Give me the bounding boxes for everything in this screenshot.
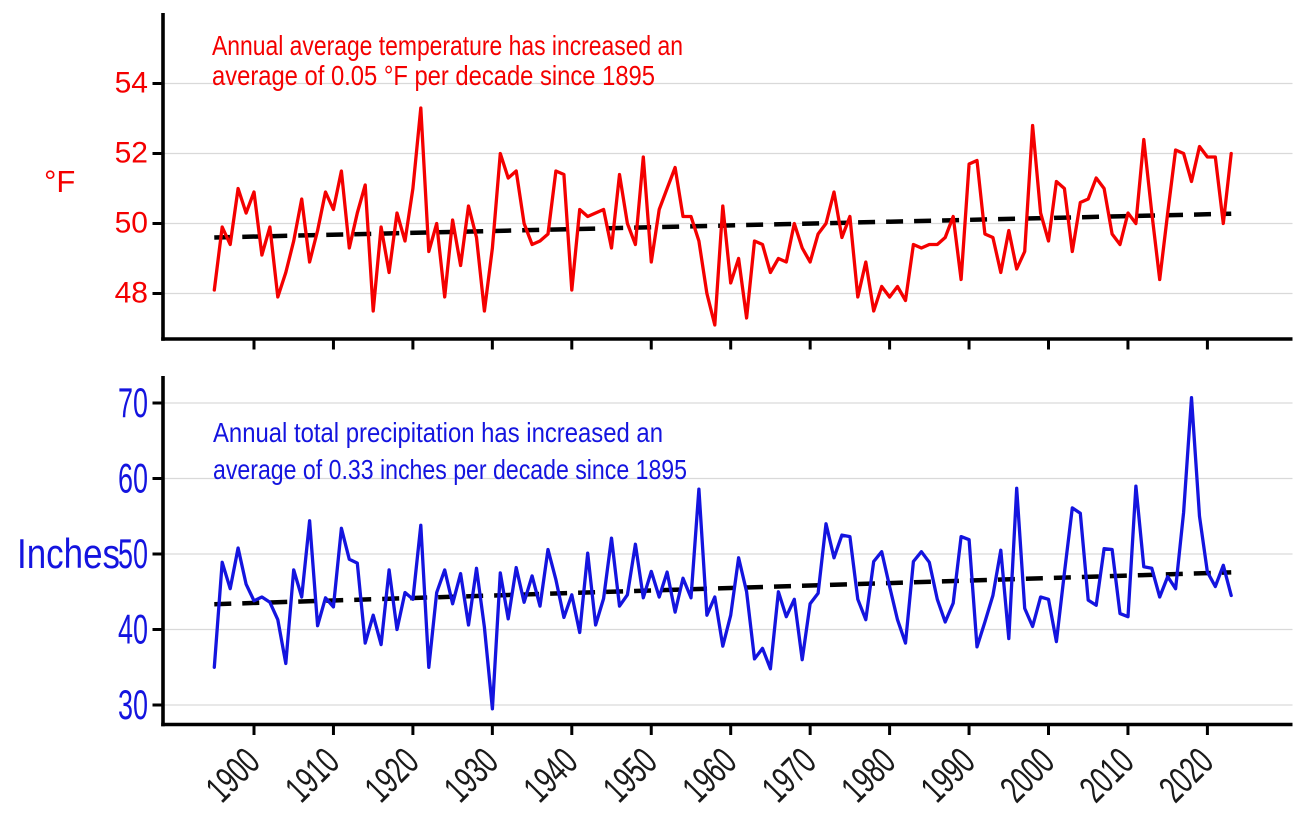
x-tick-label: 1940 [516,741,586,811]
x-tick-label: 1950 [596,741,666,811]
y-tick-label: 60 [118,455,148,502]
temperature-panel: 48 50 52 54 [115,13,1293,350]
temperature-annotation-line-1: Annual average temperature has increased… [212,30,683,61]
x-tick-label: 1980 [834,741,904,811]
x-tick-label: 1910 [278,741,348,811]
y-tick-label: 30 [118,681,148,728]
precipitation-y-axis-label: Inches [17,530,120,577]
y-tick-label: 50 [118,530,148,577]
x-tick-label: 1990 [913,741,983,811]
precipitation-annotation-line-2: average of 0.33 inches per decade since … [213,454,687,485]
annual-total-precipitation-line [212,396,1233,711]
precipitation-annotation-line-1: Annual total precipitation has increased… [213,417,663,448]
x-tick-label: 2020 [1152,741,1222,811]
x-tick-label: 2010 [1072,741,1142,811]
y-tick-label: 40 [118,606,148,653]
y-tick-label: 50 [115,207,148,240]
x-tick-label: 1930 [437,741,507,811]
y-tick-label: 70 [118,379,148,426]
temperature-annotation-line-2: average of 0.05 °F per decade since 1895 [212,60,655,91]
x-tick-label: 2000 [993,741,1063,811]
x-tick-label: 1920 [357,741,427,811]
x-tick-label: 1900 [198,741,268,811]
y-tick-label: 52 [115,137,148,170]
temperature-y-axis-label: °F [44,164,75,199]
x-tick-label: 1960 [675,741,745,811]
y-tick-label: 48 [115,277,148,310]
y-tick-label: 54 [115,67,148,100]
annual-average-temperature-line [212,106,1233,327]
annual-total-precipitation-trend-line [214,570,1232,607]
x-tick-label: 1970 [755,741,825,811]
